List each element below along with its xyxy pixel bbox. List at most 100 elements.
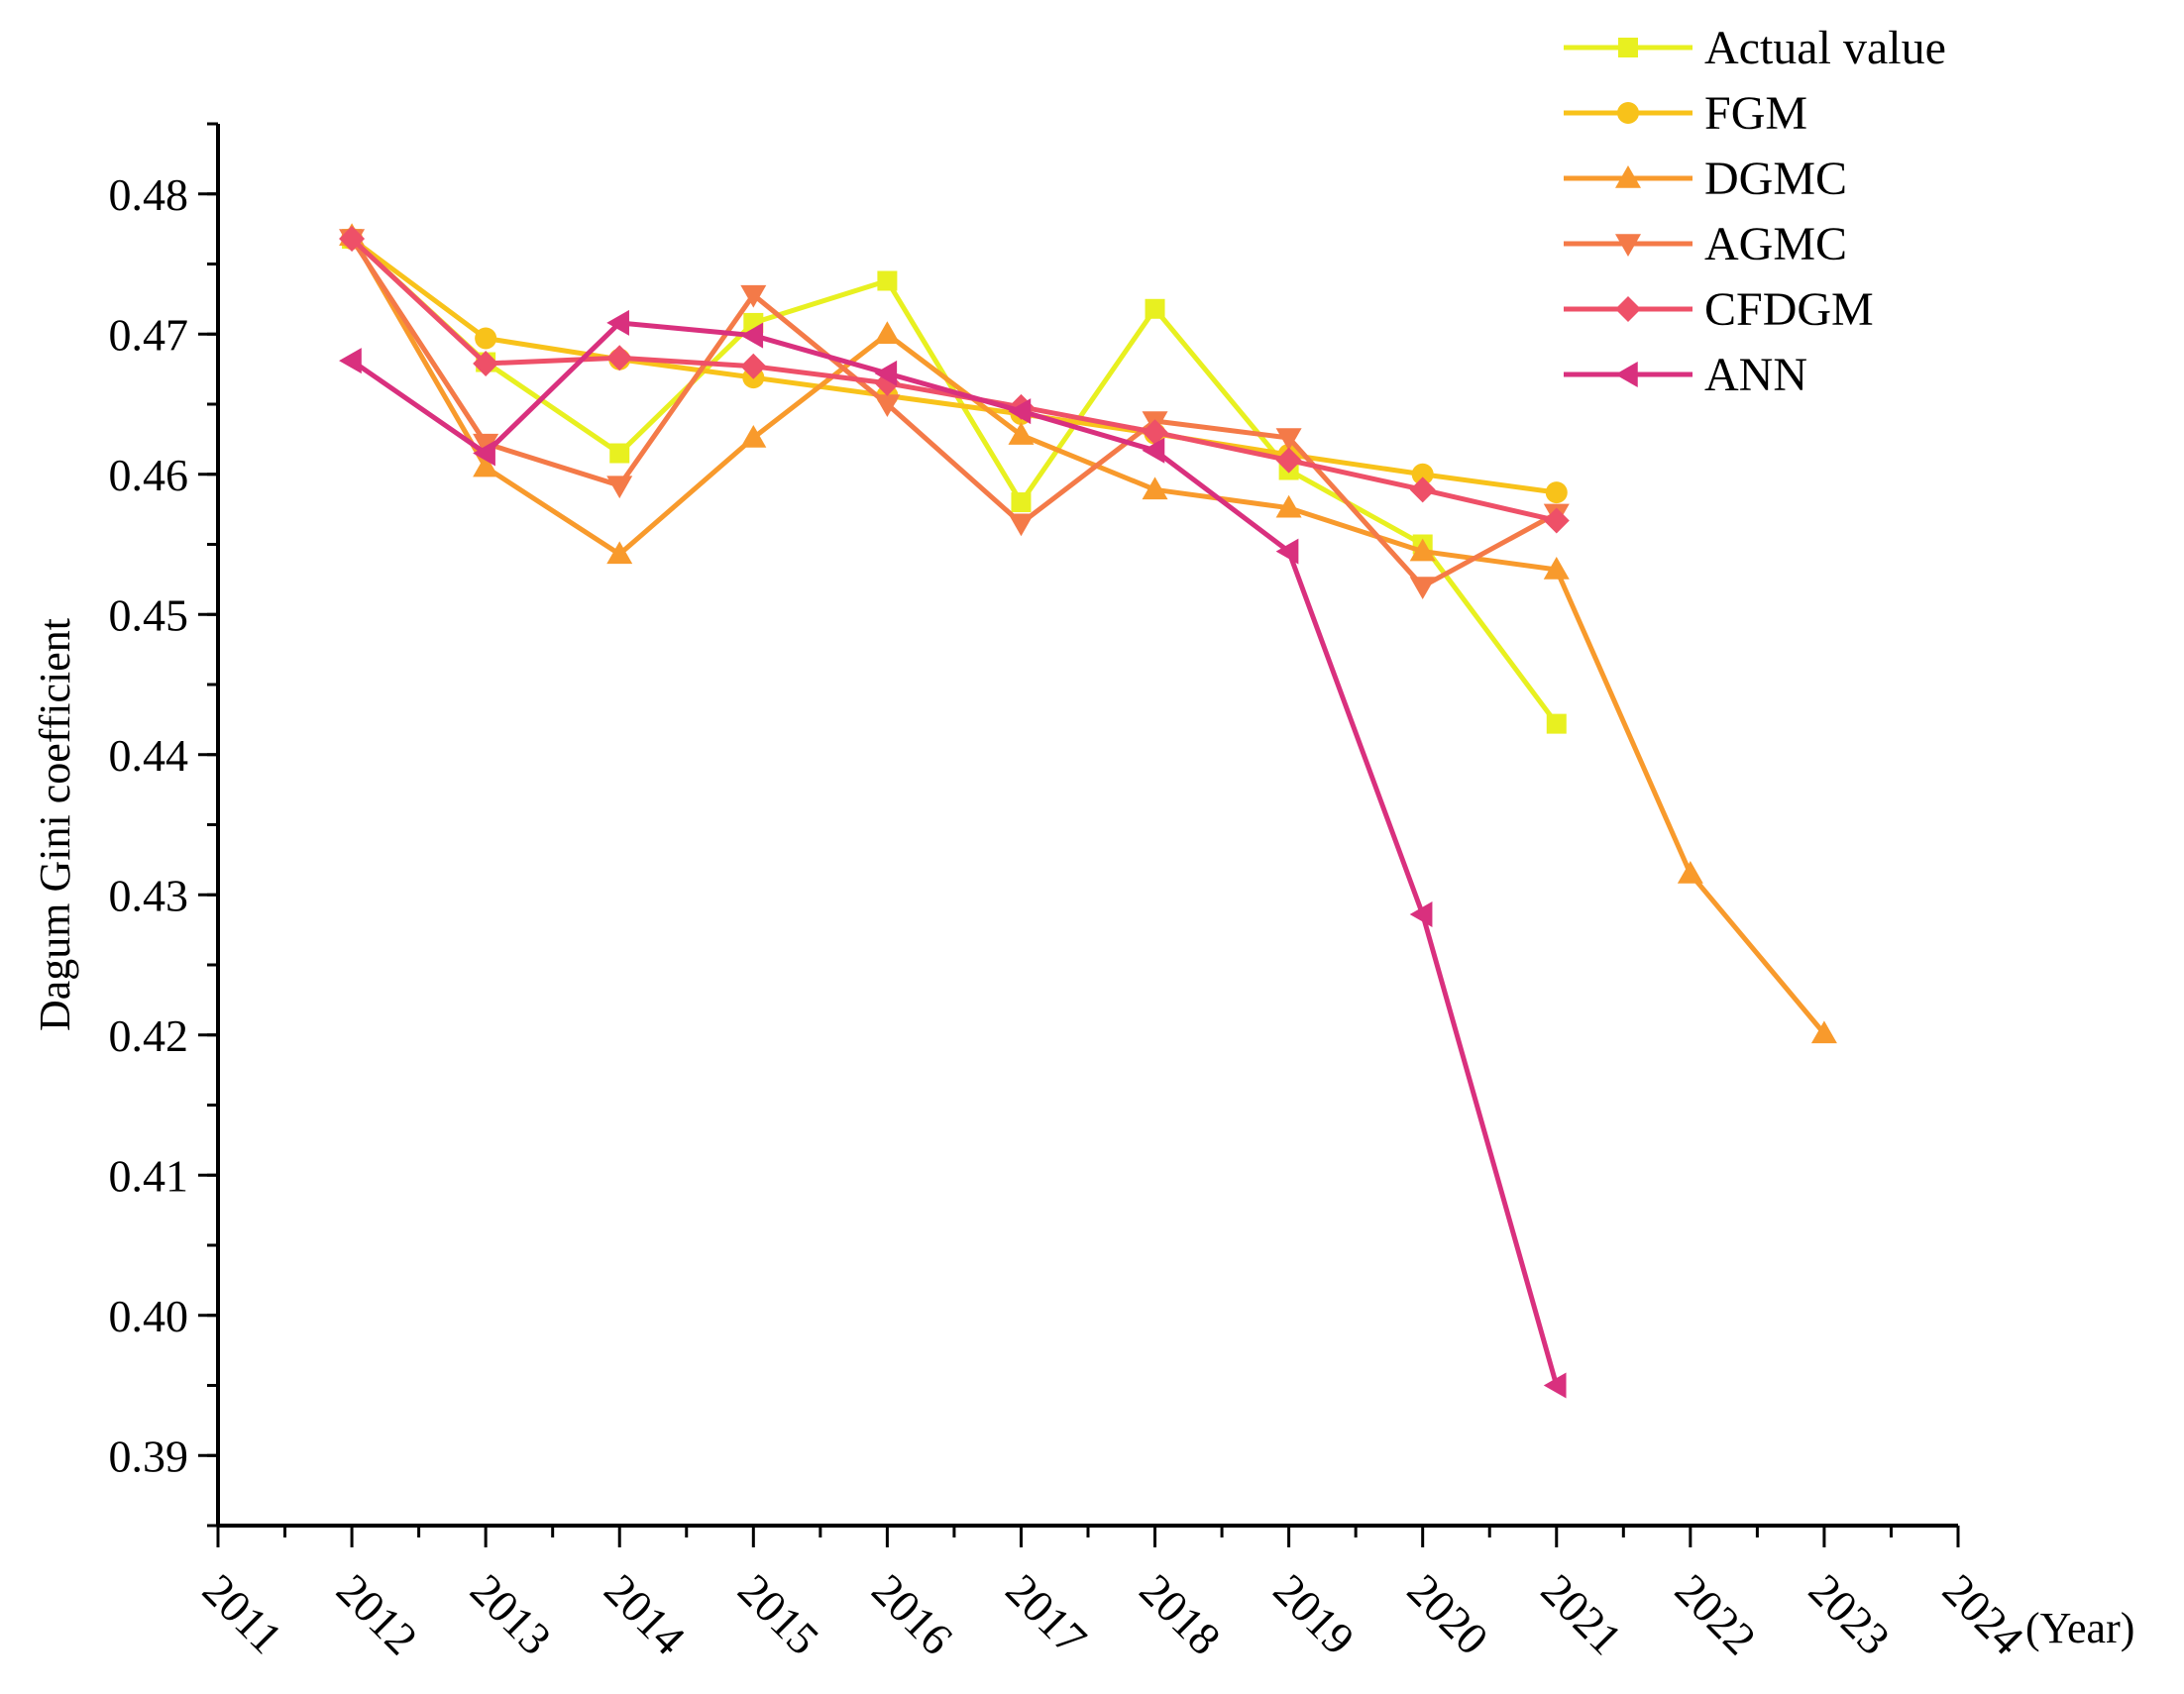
series-line-cfdgm: [350, 237, 1558, 523]
data-point-cfdgm: [1409, 476, 1436, 503]
legend-label: DGMC: [1704, 153, 1847, 205]
legend-marker: [1618, 38, 1638, 57]
series-dgmc: [339, 223, 1837, 1044]
legend-marker: [1615, 234, 1641, 257]
data-point-agmc: [1275, 428, 1302, 451]
y-tick-label: 0.42: [109, 1010, 189, 1061]
axes: 0.39 0.40 0.41 0.42 0.43 0.44 0.45 0.46 0.47 0.48…: [31, 122, 2134, 1664]
legend-item-fgm: FGM: [1564, 87, 1807, 140]
data-point-dgmc: [1142, 476, 1168, 500]
x-tick-label: 2024: [1933, 1564, 2033, 1664]
data-point-ann: [473, 440, 495, 467]
data-point-ann: [1543, 1372, 1567, 1399]
series-agmc: [339, 229, 1570, 599]
data-point-dgmc: [1810, 1020, 1837, 1044]
x-tick-label: 2012: [327, 1564, 427, 1664]
x-tick-label: 2017: [996, 1564, 1096, 1664]
y-tick-label: 0.45: [109, 589, 189, 640]
data-point-dgmc: [606, 541, 633, 565]
data-point-dgmc: [1409, 538, 1436, 562]
x-tick-label: 2018: [1130, 1564, 1230, 1664]
data-point-ann: [1275, 538, 1299, 565]
series-line-fgm: [350, 237, 1558, 495]
data-point-cfdgm: [1142, 419, 1168, 446]
x-tick-label: 2011: [193, 1564, 292, 1663]
series-line-agmc: [349, 237, 1558, 589]
legend-item-dgmc: DGMC: [1564, 153, 1847, 205]
x-tick-label: 2022: [1666, 1564, 1766, 1664]
data-point-cfdgm: [1275, 447, 1302, 474]
legend-label: Actual value: [1704, 22, 1946, 74]
data-point-agmc: [606, 476, 633, 499]
x-tick-label: 2013: [461, 1564, 561, 1664]
data-point-actual-value: [1546, 713, 1567, 734]
y-tick-label: 0.46: [109, 450, 189, 500]
data-point-agmc: [473, 433, 499, 457]
legend-label: CFDGM: [1704, 283, 1874, 336]
legend-marker: [1615, 296, 1641, 322]
data-point-agmc: [740, 284, 767, 308]
y-tick-label: 0.44: [109, 730, 189, 781]
data-point-cfdgm: [606, 345, 633, 371]
data-point-actual-value: [1145, 298, 1165, 319]
data-point-ann: [606, 309, 629, 336]
series-ann: [339, 309, 1567, 1399]
data-point-fgm: [1411, 463, 1434, 485]
data-point-ann: [1142, 437, 1165, 464]
y-tick-label: 0.39: [109, 1430, 189, 1481]
legend-item-actual-value: Actual value: [1564, 22, 1946, 74]
x-tick-label: 2014: [595, 1564, 695, 1664]
legend-marker: [1615, 165, 1641, 188]
data-point-dgmc: [1543, 556, 1570, 580]
data-point-ann: [1409, 901, 1433, 928]
data-point-ann: [1008, 398, 1032, 425]
legend-marker: [1617, 102, 1639, 124]
data-point-dgmc: [740, 424, 767, 448]
x-tick-label: 2020: [1398, 1564, 1498, 1664]
data-point-cfdgm: [1543, 507, 1570, 534]
data-point-dgmc: [1275, 494, 1302, 518]
legend-label: ANN: [1704, 349, 1807, 401]
data-point-ann: [874, 360, 898, 386]
y-tick-label: 0.47: [109, 309, 189, 360]
data-point-cfdgm: [740, 353, 767, 379]
legend-item-cfdgm: CFDGM: [1564, 283, 1874, 336]
series-line-dgmc: [349, 234, 1826, 1035]
series-cfdgm: [339, 226, 1570, 534]
x-axis-title: (Year): [2025, 1604, 2134, 1652]
data-point-ann: [339, 348, 362, 374]
y-axis-title: Dagum Gini coefficient: [31, 618, 79, 1031]
data-point-dgmc: [1677, 861, 1703, 884]
legend-label: AGMC: [1704, 218, 1847, 270]
data-point-ann: [740, 322, 764, 349]
legend-marker: [1615, 362, 1638, 387]
data-point-actual-value: [1011, 492, 1032, 513]
data-point-agmc: [1409, 577, 1436, 599]
data-point-dgmc: [473, 454, 499, 477]
data-point-actual-value: [877, 270, 898, 291]
y-tick-label: 0.41: [109, 1150, 189, 1201]
y-tick-label: 0.43: [109, 870, 189, 920]
data-point-agmc: [874, 394, 901, 417]
data-point-dgmc: [1008, 422, 1035, 445]
data-point-actual-value: [609, 443, 630, 464]
legend-item-agmc: AGMC: [1564, 218, 1847, 270]
data-point-dgmc: [874, 321, 901, 344]
x-tick-label: 2021: [1532, 1564, 1632, 1664]
legend-item-ann: ANN: [1564, 349, 1807, 401]
data-point-cfdgm: [339, 226, 366, 253]
legend: Actual value FGM DGMC AGMC CFDGM ANN: [1564, 22, 1946, 401]
x-tick-label: 2015: [728, 1564, 828, 1664]
series-lines: [339, 223, 1837, 1399]
data-point-agmc: [1008, 513, 1035, 537]
legend-label: FGM: [1704, 87, 1807, 140]
data-point-fgm: [1545, 481, 1568, 504]
series-line-ann: [350, 320, 1560, 1387]
x-tick-label: 2016: [862, 1564, 962, 1664]
x-tick-label: 2023: [1800, 1564, 1900, 1664]
data-point-fgm: [475, 327, 497, 350]
y-tick-label: 0.40: [109, 1291, 189, 1341]
data-point-cfdgm: [473, 350, 499, 376]
